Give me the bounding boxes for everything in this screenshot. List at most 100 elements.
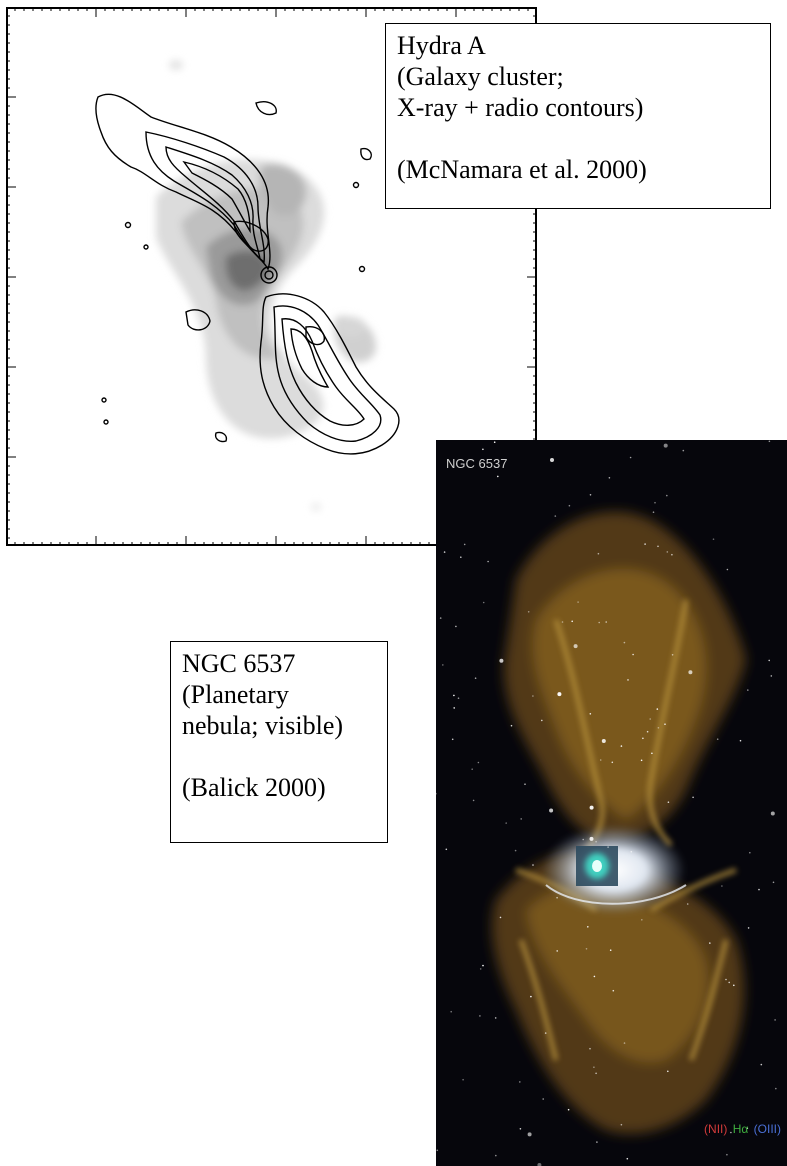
star [646,730,649,733]
star [656,708,659,710]
star [450,1010,452,1013]
star [589,494,592,496]
star [487,560,489,563]
star [641,919,643,921]
star [686,903,689,905]
ngc-6537-caption: NGC 6537 (Planetary nebula; visible) (Ba… [170,641,388,843]
filter-legend: (NII) Hα (OIII) [702,1122,781,1136]
star [482,964,484,967]
star [436,792,437,795]
star [666,494,668,497]
star [445,848,448,851]
star [554,515,557,517]
star [688,670,693,675]
hydra-caption-reference: (McNamara et al. 2000) [397,155,647,184]
star [499,916,502,919]
stars [436,440,777,1166]
star [649,718,651,720]
star [589,1047,591,1050]
star [527,611,530,613]
star [443,551,446,553]
star [644,543,646,545]
star [726,1153,728,1156]
star [436,1149,439,1152]
star [749,851,751,854]
star [442,664,444,666]
star [652,511,655,513]
star [460,556,462,558]
star [510,724,513,727]
star [544,1032,547,1034]
hydra-caption-line2: (Galaxy cluster; [397,62,564,91]
star [671,654,674,656]
ngc-caption-line2: (Planetary [182,680,289,709]
star [654,501,656,504]
star [477,761,480,764]
hydra-a-caption: Hydra A (Galaxy cluster; X-ray + radio c… [385,23,771,209]
star [632,653,634,656]
star [471,768,473,770]
star [595,1072,597,1075]
star [620,745,623,747]
star [439,617,442,619]
star [598,621,600,624]
star [667,1070,669,1073]
star [542,1098,544,1100]
star [627,679,629,681]
star [494,466,496,468]
star [455,625,457,628]
star [585,948,588,950]
star [772,881,775,884]
star [768,440,771,443]
filter-halpha-label: Hα [732,1122,749,1136]
star [657,727,660,729]
star [482,448,484,451]
star [520,818,522,820]
star [519,1128,522,1130]
star [541,719,543,722]
star [499,658,504,663]
star [629,456,632,459]
star [571,620,573,623]
star [721,885,723,887]
xray-emission [156,60,376,511]
star [620,1123,623,1126]
filter-nii-label: (NII) [704,1122,728,1136]
star [474,677,477,679]
nebula-lobes [492,511,746,1134]
star [524,783,526,785]
star [589,713,592,715]
star [712,538,715,540]
star [587,926,589,928]
nebula-core [542,825,687,915]
star [593,975,596,978]
star [612,989,615,992]
caption-spacer [397,123,760,154]
star [709,942,711,944]
ngc-caption-reference: (Balick 2000) [182,773,326,802]
star [716,738,719,740]
star [530,995,532,998]
star [556,950,558,952]
star [537,1163,542,1166]
star [671,553,673,556]
star [758,888,760,891]
star [607,846,609,848]
star [626,1157,629,1160]
star [557,692,562,697]
star [666,551,669,553]
star [623,1042,626,1044]
ngc-caption-title: NGC 6537 [182,649,296,678]
ngc-caption-line3: nebula; visible) [182,711,344,740]
star [664,723,666,725]
star [730,1131,732,1134]
star [775,1087,777,1090]
star [495,1154,497,1157]
star [493,441,496,443]
star [462,1078,464,1081]
hydra-caption-title: Hydra A [397,31,486,60]
star [596,1141,598,1143]
star [747,927,750,929]
star [725,978,727,981]
star [589,836,594,841]
